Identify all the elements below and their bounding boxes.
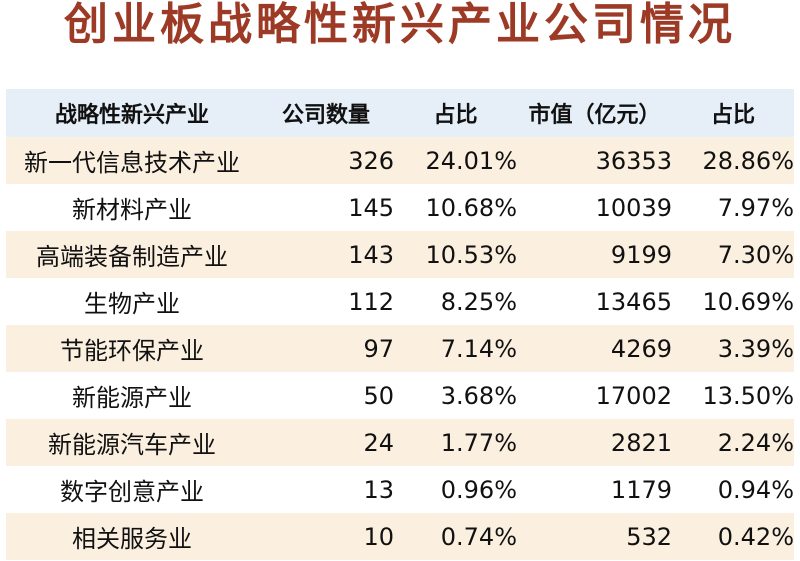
page-title: 创业板战略性新兴产业公司情况 — [64, 0, 736, 50]
cell-count: 13 — [258, 466, 394, 513]
table-row: 节能环保产业 97 7.14% 4269 3.39% — [6, 325, 794, 372]
cell-count: 24 — [258, 419, 394, 466]
table-row: 新材料产业 145 10.68% 10039 7.97% — [6, 184, 794, 231]
cell-count-share: 8.25% — [394, 278, 517, 325]
cell-market-cap: 36353 — [517, 137, 672, 184]
cell-count-share: 24.01% — [394, 137, 517, 184]
cell-market-cap: 9199 — [517, 231, 672, 278]
cell-count-share: 10.68% — [394, 184, 517, 231]
cell-cap-share: 7.30% — [672, 231, 794, 278]
cell-market-cap: 2821 — [517, 419, 672, 466]
table-row: 相关服务业 10 0.74% 532 0.42% — [6, 513, 794, 560]
cell-count: 97 — [258, 325, 394, 372]
cell-count: 143 — [258, 231, 394, 278]
cell-industry: 高端装备制造产业 — [6, 231, 258, 278]
table-row: 数字创意产业 13 0.96% 1179 0.94% — [6, 466, 794, 513]
cell-industry: 新能源汽车产业 — [6, 419, 258, 466]
cell-industry: 生物产业 — [6, 278, 258, 325]
header-industry: 战略性新兴产业 — [6, 89, 258, 137]
cell-industry: 数字创意产业 — [6, 466, 258, 513]
cell-cap-share: 10.69% — [672, 278, 794, 325]
header-cap-share: 占比 — [672, 89, 794, 137]
cell-industry: 相关服务业 — [6, 513, 258, 560]
cell-cap-share: 28.86% — [672, 137, 794, 184]
cell-market-cap: 13465 — [517, 278, 672, 325]
header-market-cap: 市值（亿元） — [517, 89, 672, 137]
table-row: 新一代信息技术产业 326 24.01% 36353 28.86% — [6, 137, 794, 184]
cell-cap-share: 7.97% — [672, 184, 794, 231]
cell-count-share: 0.96% — [394, 466, 517, 513]
industry-table: 战略性新兴产业 公司数量 占比 市值（亿元） 占比 新一代信息技术产业 326 … — [6, 89, 794, 560]
cell-industry: 节能环保产业 — [6, 325, 258, 372]
cell-count-share: 0.74% — [394, 513, 517, 560]
cell-industry: 新能源产业 — [6, 372, 258, 419]
table-row: 高端装备制造产业 143 10.53% 9199 7.30% — [6, 231, 794, 278]
cell-count: 10 — [258, 513, 394, 560]
cell-cap-share: 0.42% — [672, 513, 794, 560]
header-count-share: 占比 — [394, 89, 517, 137]
cell-count-share: 3.68% — [394, 372, 517, 419]
cell-count: 112 — [258, 278, 394, 325]
cell-market-cap: 4269 — [517, 325, 672, 372]
table-header-row: 战略性新兴产业 公司数量 占比 市值（亿元） 占比 — [6, 89, 794, 137]
cell-industry: 新一代信息技术产业 — [6, 137, 258, 184]
table-row: 新能源产业 50 3.68% 17002 13.50% — [6, 372, 794, 419]
cell-count-share: 7.14% — [394, 325, 517, 372]
cell-market-cap: 1179 — [517, 466, 672, 513]
cell-cap-share: 13.50% — [672, 372, 794, 419]
cell-count-share: 1.77% — [394, 419, 517, 466]
cell-market-cap: 10039 — [517, 184, 672, 231]
table-row: 新能源汽车产业 24 1.77% 2821 2.24% — [6, 419, 794, 466]
cell-count: 326 — [258, 137, 394, 184]
cell-cap-share: 0.94% — [672, 466, 794, 513]
cell-industry: 新材料产业 — [6, 184, 258, 231]
header-company-count: 公司数量 — [258, 89, 394, 137]
cell-market-cap: 532 — [517, 513, 672, 560]
cell-count: 50 — [258, 372, 394, 419]
cell-cap-share: 3.39% — [672, 325, 794, 372]
cell-cap-share: 2.24% — [672, 419, 794, 466]
cell-count: 145 — [258, 184, 394, 231]
cell-market-cap: 17002 — [517, 372, 672, 419]
table-row: 生物产业 112 8.25% 13465 10.69% — [6, 278, 794, 325]
cell-count-share: 10.53% — [394, 231, 517, 278]
